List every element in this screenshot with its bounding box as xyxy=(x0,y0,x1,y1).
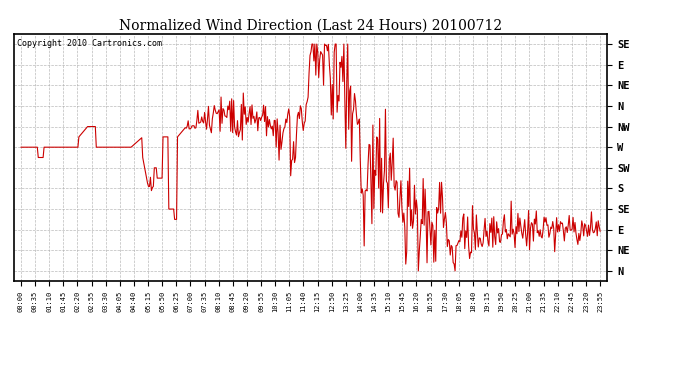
Title: Normalized Wind Direction (Last 24 Hours) 20100712: Normalized Wind Direction (Last 24 Hours… xyxy=(119,19,502,33)
Text: Copyright 2010 Cartronics.com: Copyright 2010 Cartronics.com xyxy=(17,39,161,48)
